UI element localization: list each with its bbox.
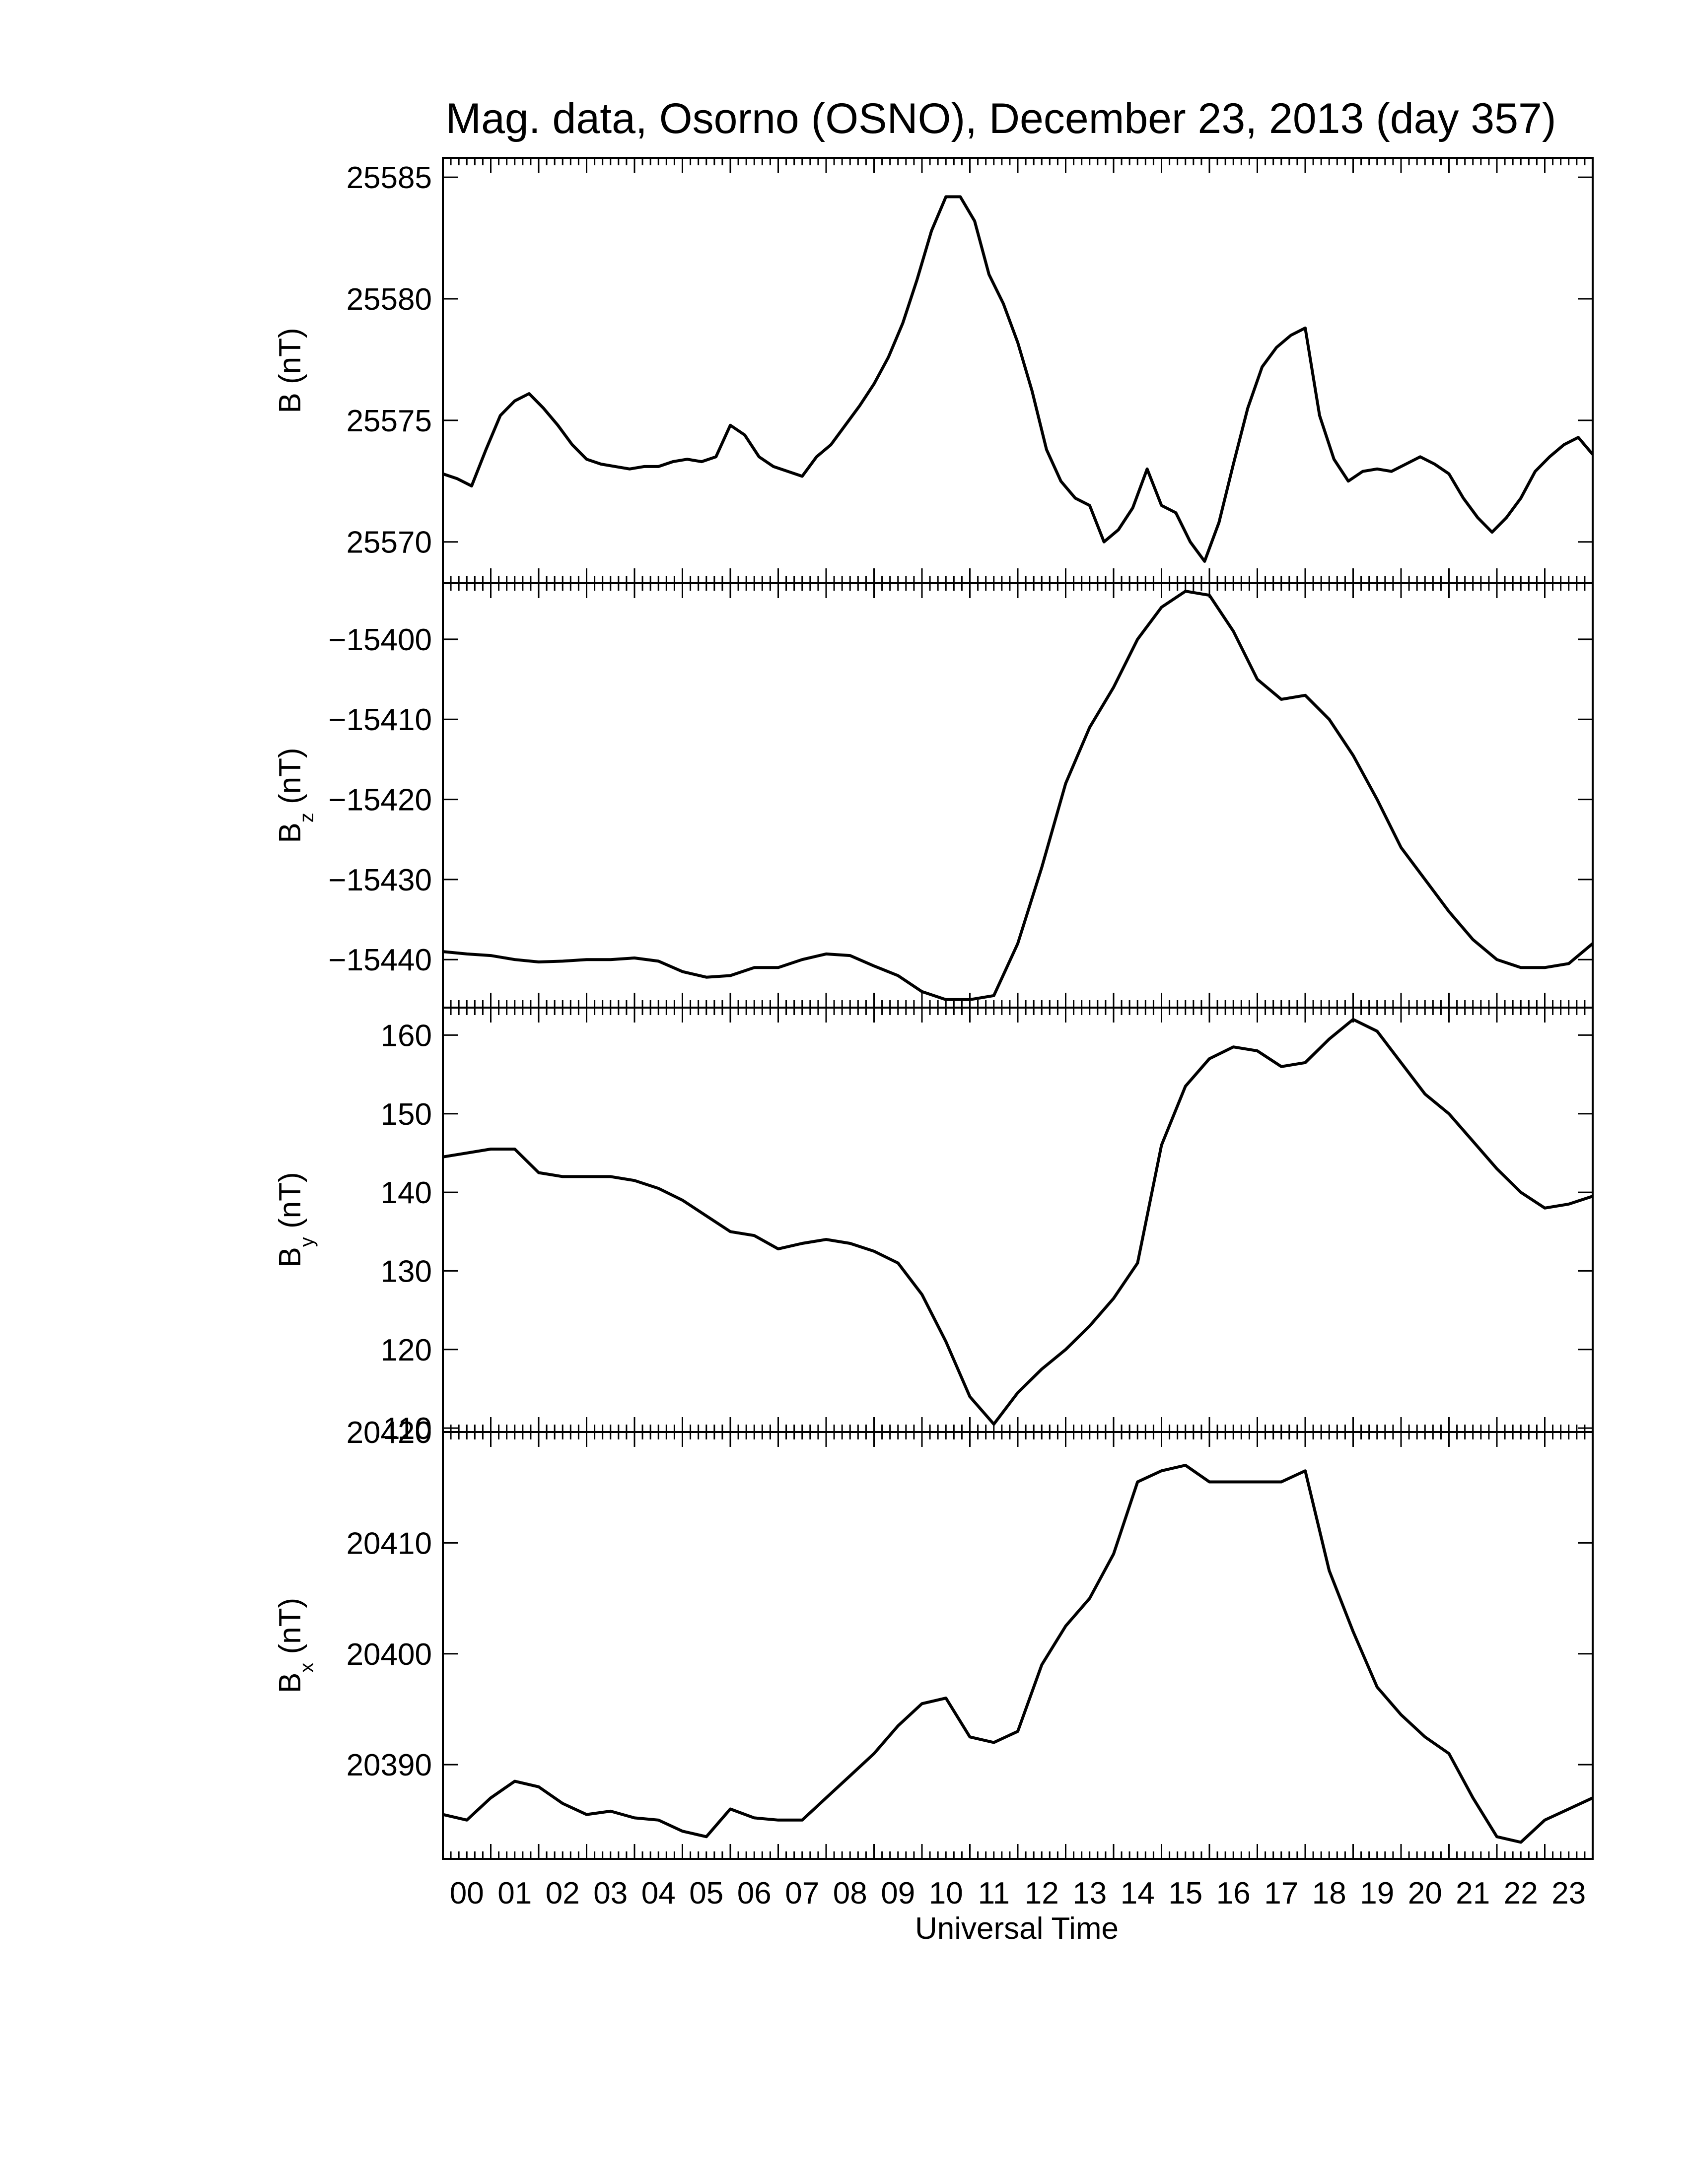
- y-axis-label: By (nT): [273, 1172, 318, 1267]
- y-tick-label: 25570: [347, 526, 432, 560]
- x-tick-label: 09: [881, 1876, 915, 1911]
- y-tick-label: 20390: [347, 1748, 432, 1782]
- y-tick-label: 25575: [347, 404, 432, 438]
- y-tick-label: 130: [381, 1254, 432, 1289]
- x-tick-label: 20: [1408, 1876, 1442, 1911]
- x-tick-label: 08: [833, 1876, 867, 1911]
- y-tick-label: −15440: [328, 943, 432, 977]
- y-tick-label: −15400: [328, 623, 432, 657]
- x-tick-label: 13: [1072, 1876, 1107, 1911]
- panel-frame: [442, 1007, 1594, 1433]
- y-tick-label: 150: [381, 1097, 432, 1132]
- chart-title: Mag. data, Osorno (OSNO), December 23, 2…: [445, 95, 1556, 142]
- panel-Bx: 20390 20400 20410 20420 Bx (nT): [273, 1416, 1594, 1860]
- x-tick-label: 02: [546, 1876, 580, 1911]
- x-axis: 00 01 02 03 04 05 06 07 08 09 10 11 12 13 14 15 16 17 18 19…: [450, 1876, 1586, 1911]
- series-line-B: [442, 195, 1594, 563]
- y-tick-label: 160: [381, 1019, 432, 1053]
- x-tick-label: 12: [1025, 1876, 1059, 1911]
- x-tick-label: 18: [1312, 1876, 1346, 1911]
- panel-By: 110 120 130 140 150 160 By (nT): [273, 1007, 1594, 1446]
- x-tick-label: 05: [689, 1876, 723, 1911]
- y-tick-label: 120: [381, 1333, 432, 1367]
- y-axis-label: B (nT): [273, 328, 307, 413]
- x-tick-label: 04: [641, 1876, 676, 1911]
- x-tick-label: 23: [1551, 1876, 1586, 1911]
- x-tick-label: 14: [1121, 1876, 1155, 1911]
- panel-frame: [442, 1431, 1594, 1860]
- x-tick-label: 01: [497, 1876, 532, 1911]
- y-tick-label: 110: [383, 1412, 432, 1446]
- x-tick-label: 03: [593, 1876, 628, 1911]
- x-tick-label: 11: [978, 1876, 1010, 1911]
- series-line-By: [442, 1018, 1593, 1426]
- x-tick-label: 17: [1264, 1876, 1298, 1911]
- x-tick-label: 06: [737, 1876, 772, 1911]
- x-tick-label: 10: [929, 1876, 963, 1911]
- x-tick-label: 22: [1504, 1876, 1538, 1911]
- y-axis-label: Bz (nT): [273, 748, 318, 843]
- series-line-Bz: [442, 590, 1594, 1001]
- y-axis-label: Bx (nT): [273, 1598, 318, 1693]
- x-tick-label: 16: [1216, 1876, 1251, 1911]
- x-tick-label: 21: [1456, 1876, 1490, 1911]
- x-tick-label: 00: [450, 1876, 484, 1911]
- y-tick-label: 140: [381, 1176, 432, 1210]
- x-tick-label: 15: [1168, 1876, 1202, 1911]
- x-tick-label: 19: [1360, 1876, 1394, 1911]
- panel-B: 25570 25575 25580 25585 B (nT): [273, 157, 1594, 584]
- y-tick-label: −15430: [328, 863, 432, 897]
- panel-Bz: −15400 −15410 −15420 −15430 −15440 Bz (nT): [273, 582, 1594, 1009]
- y-tick-label: −15410: [328, 703, 432, 737]
- y-tick-label: 20410: [347, 1526, 432, 1561]
- y-tick-label: 25580: [347, 282, 432, 317]
- y-tick-label: 20400: [347, 1638, 432, 1672]
- x-tick-label: 07: [785, 1876, 819, 1911]
- y-tick-label: −15420: [328, 783, 432, 818]
- x-axis-label: Universal Time: [915, 1911, 1119, 1946]
- y-tick-label: 20420: [347, 1416, 432, 1450]
- series-line-Bx: [442, 1464, 1594, 1844]
- panel-frame: [442, 157, 1594, 584]
- y-tick-label: 25585: [347, 161, 432, 195]
